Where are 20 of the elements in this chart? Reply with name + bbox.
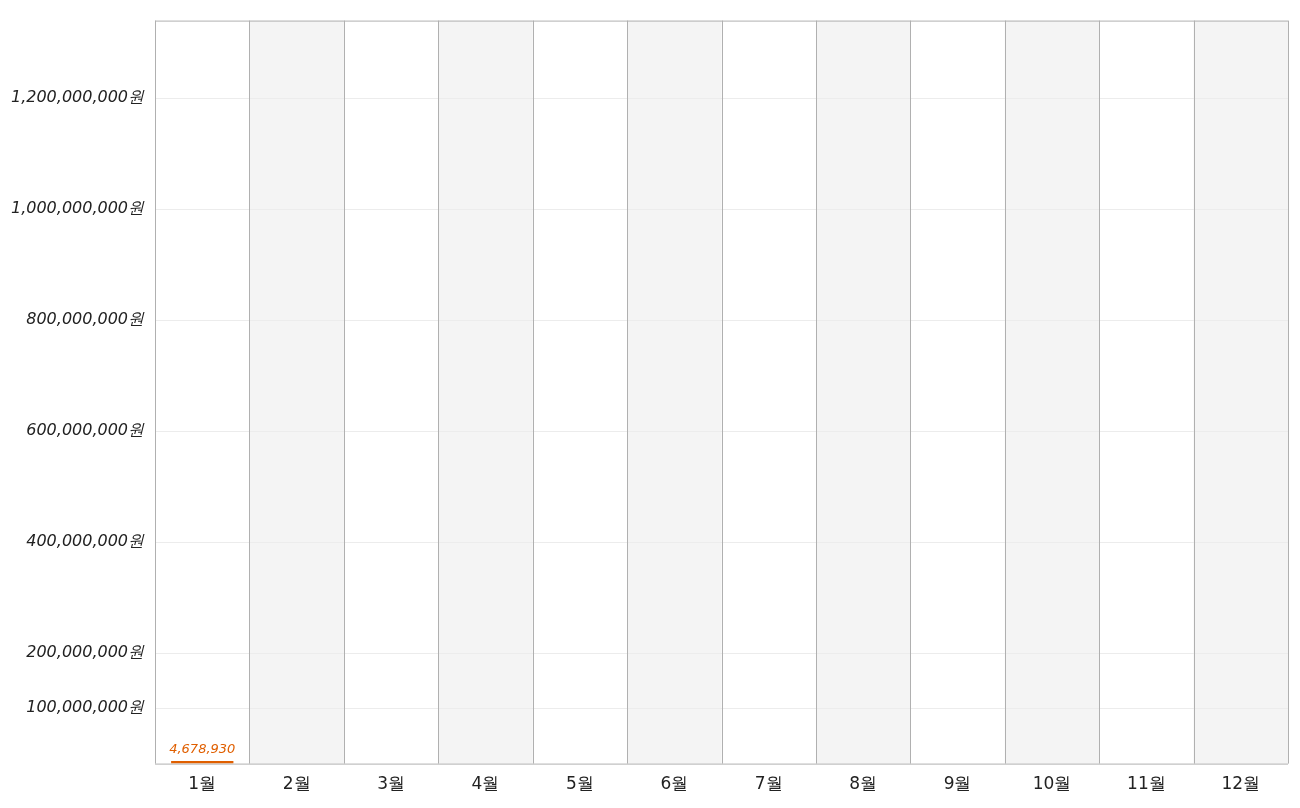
- y-tick-label: 400,000,000원: [26, 530, 146, 550]
- y-tick-label: 100,000,000원: [26, 697, 146, 717]
- y-tick-label: 200,000,000원: [26, 641, 146, 661]
- x-tick-label: 11월: [1127, 773, 1166, 794]
- x-tick-label: 8월: [849, 773, 878, 794]
- y-tick-label: 800,000,000원: [26, 309, 146, 329]
- x-tick-label: 5월: [566, 773, 594, 794]
- y-tick-label: 1,200,000,000원: [10, 87, 146, 107]
- x-tick-label: 6월: [660, 773, 689, 794]
- y-tick-label: 1,000,000,000원: [10, 198, 146, 218]
- x-tick-label: 9월: [943, 773, 972, 794]
- x-tick-label: 1월: [188, 773, 217, 794]
- data-label: 4,678,930: [169, 740, 236, 756]
- x-tick-label: 10월: [1032, 773, 1072, 794]
- x-tick-label: 2월: [282, 773, 311, 794]
- x-tick-label: 4월: [471, 773, 500, 794]
- x-tick-label: 12월: [1221, 773, 1261, 794]
- y-tick-label: 600,000,000원: [26, 420, 146, 440]
- x-tick-label: 7월: [754, 773, 783, 794]
- x-tick-label: 3월: [377, 773, 405, 794]
